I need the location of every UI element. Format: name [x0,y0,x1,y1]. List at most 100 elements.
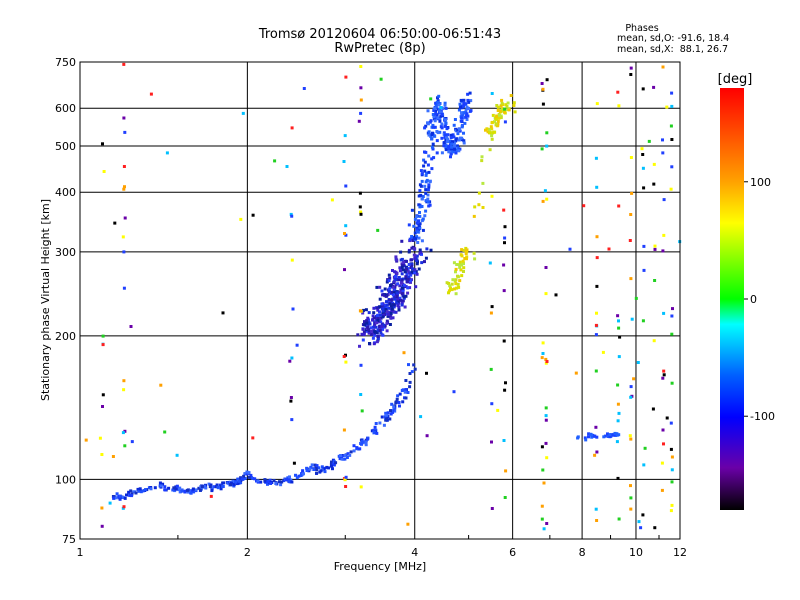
data-point [383,303,387,307]
data-point [322,467,326,471]
data-point [430,157,434,161]
data-point [405,280,409,284]
data-point [102,170,106,173]
data-point [499,104,503,108]
data-point [458,265,462,269]
data-point [378,318,382,322]
data-point [388,417,392,421]
data-point [408,385,412,389]
data-point [231,479,235,483]
data-point [159,383,163,387]
data-point [410,270,414,274]
data-point [420,261,424,265]
data-point [263,478,267,482]
data-point [616,90,620,94]
data-point [207,482,211,486]
data-point [118,494,122,498]
data-point [268,478,272,482]
data-point [450,282,454,286]
data-point [365,321,369,325]
data-point [448,139,452,143]
data-point [387,279,391,283]
data-point [344,233,348,237]
data-point [149,92,153,96]
data-point [378,328,382,332]
data-point [641,153,645,156]
data-point [130,440,134,444]
data-point [670,314,674,318]
data-point [378,305,382,309]
data-point [473,257,477,261]
data-point [342,428,346,432]
data-point [360,442,363,446]
data-point [343,268,346,272]
data-point [490,137,494,141]
data-point [490,507,494,510]
data-point [325,465,329,469]
data-point [393,285,397,289]
data-point [423,260,426,264]
data-point [505,105,509,108]
data-point [456,132,460,136]
data-point [641,87,645,91]
data-point [653,526,657,530]
data-point [408,237,412,241]
data-point [504,469,508,473]
data-point [215,483,219,487]
data-point [360,332,364,336]
data-point [378,285,382,289]
data-point [460,254,464,258]
colorbar [720,88,744,510]
data-point [423,169,427,173]
data-point [423,160,427,164]
data-point [413,247,417,251]
data-point [430,125,434,129]
data-point [423,126,427,130]
data-point [295,476,299,480]
colorbar-label: [deg] [718,72,753,87]
data-point [662,233,666,237]
data-point [410,262,414,266]
data-point [390,402,394,406]
data-point [366,316,370,320]
data-point [163,430,167,434]
data-point [380,324,384,328]
data-point [122,187,126,191]
data-point [542,527,546,531]
data-point [453,144,457,148]
data-point [415,258,418,262]
data-point [457,138,461,142]
data-point [582,204,586,208]
data-point [406,286,410,290]
data-point [355,446,359,450]
data-point [344,485,348,488]
data-point [465,112,469,116]
data-point [480,159,484,163]
data-point [503,388,507,392]
data-point [129,325,133,328]
data-point [544,292,548,296]
data-point [384,294,388,298]
data-point [175,484,179,488]
data-point [436,100,440,104]
data-point [540,147,544,151]
data-point [372,306,376,310]
data-point [395,301,399,305]
data-point [344,475,348,479]
data-point [464,249,468,253]
data-point [540,504,544,508]
data-point [447,289,451,293]
data-point [386,411,390,415]
data-point [503,107,507,111]
data-point [418,211,421,214]
data-point [389,298,393,302]
data-point [389,284,392,287]
data-point [429,134,433,138]
data-point [285,165,289,168]
data-point [440,136,444,140]
data-point [601,350,605,354]
data-point [662,311,666,315]
data-point [415,228,419,232]
data-point [490,440,493,444]
data-point [617,355,621,359]
